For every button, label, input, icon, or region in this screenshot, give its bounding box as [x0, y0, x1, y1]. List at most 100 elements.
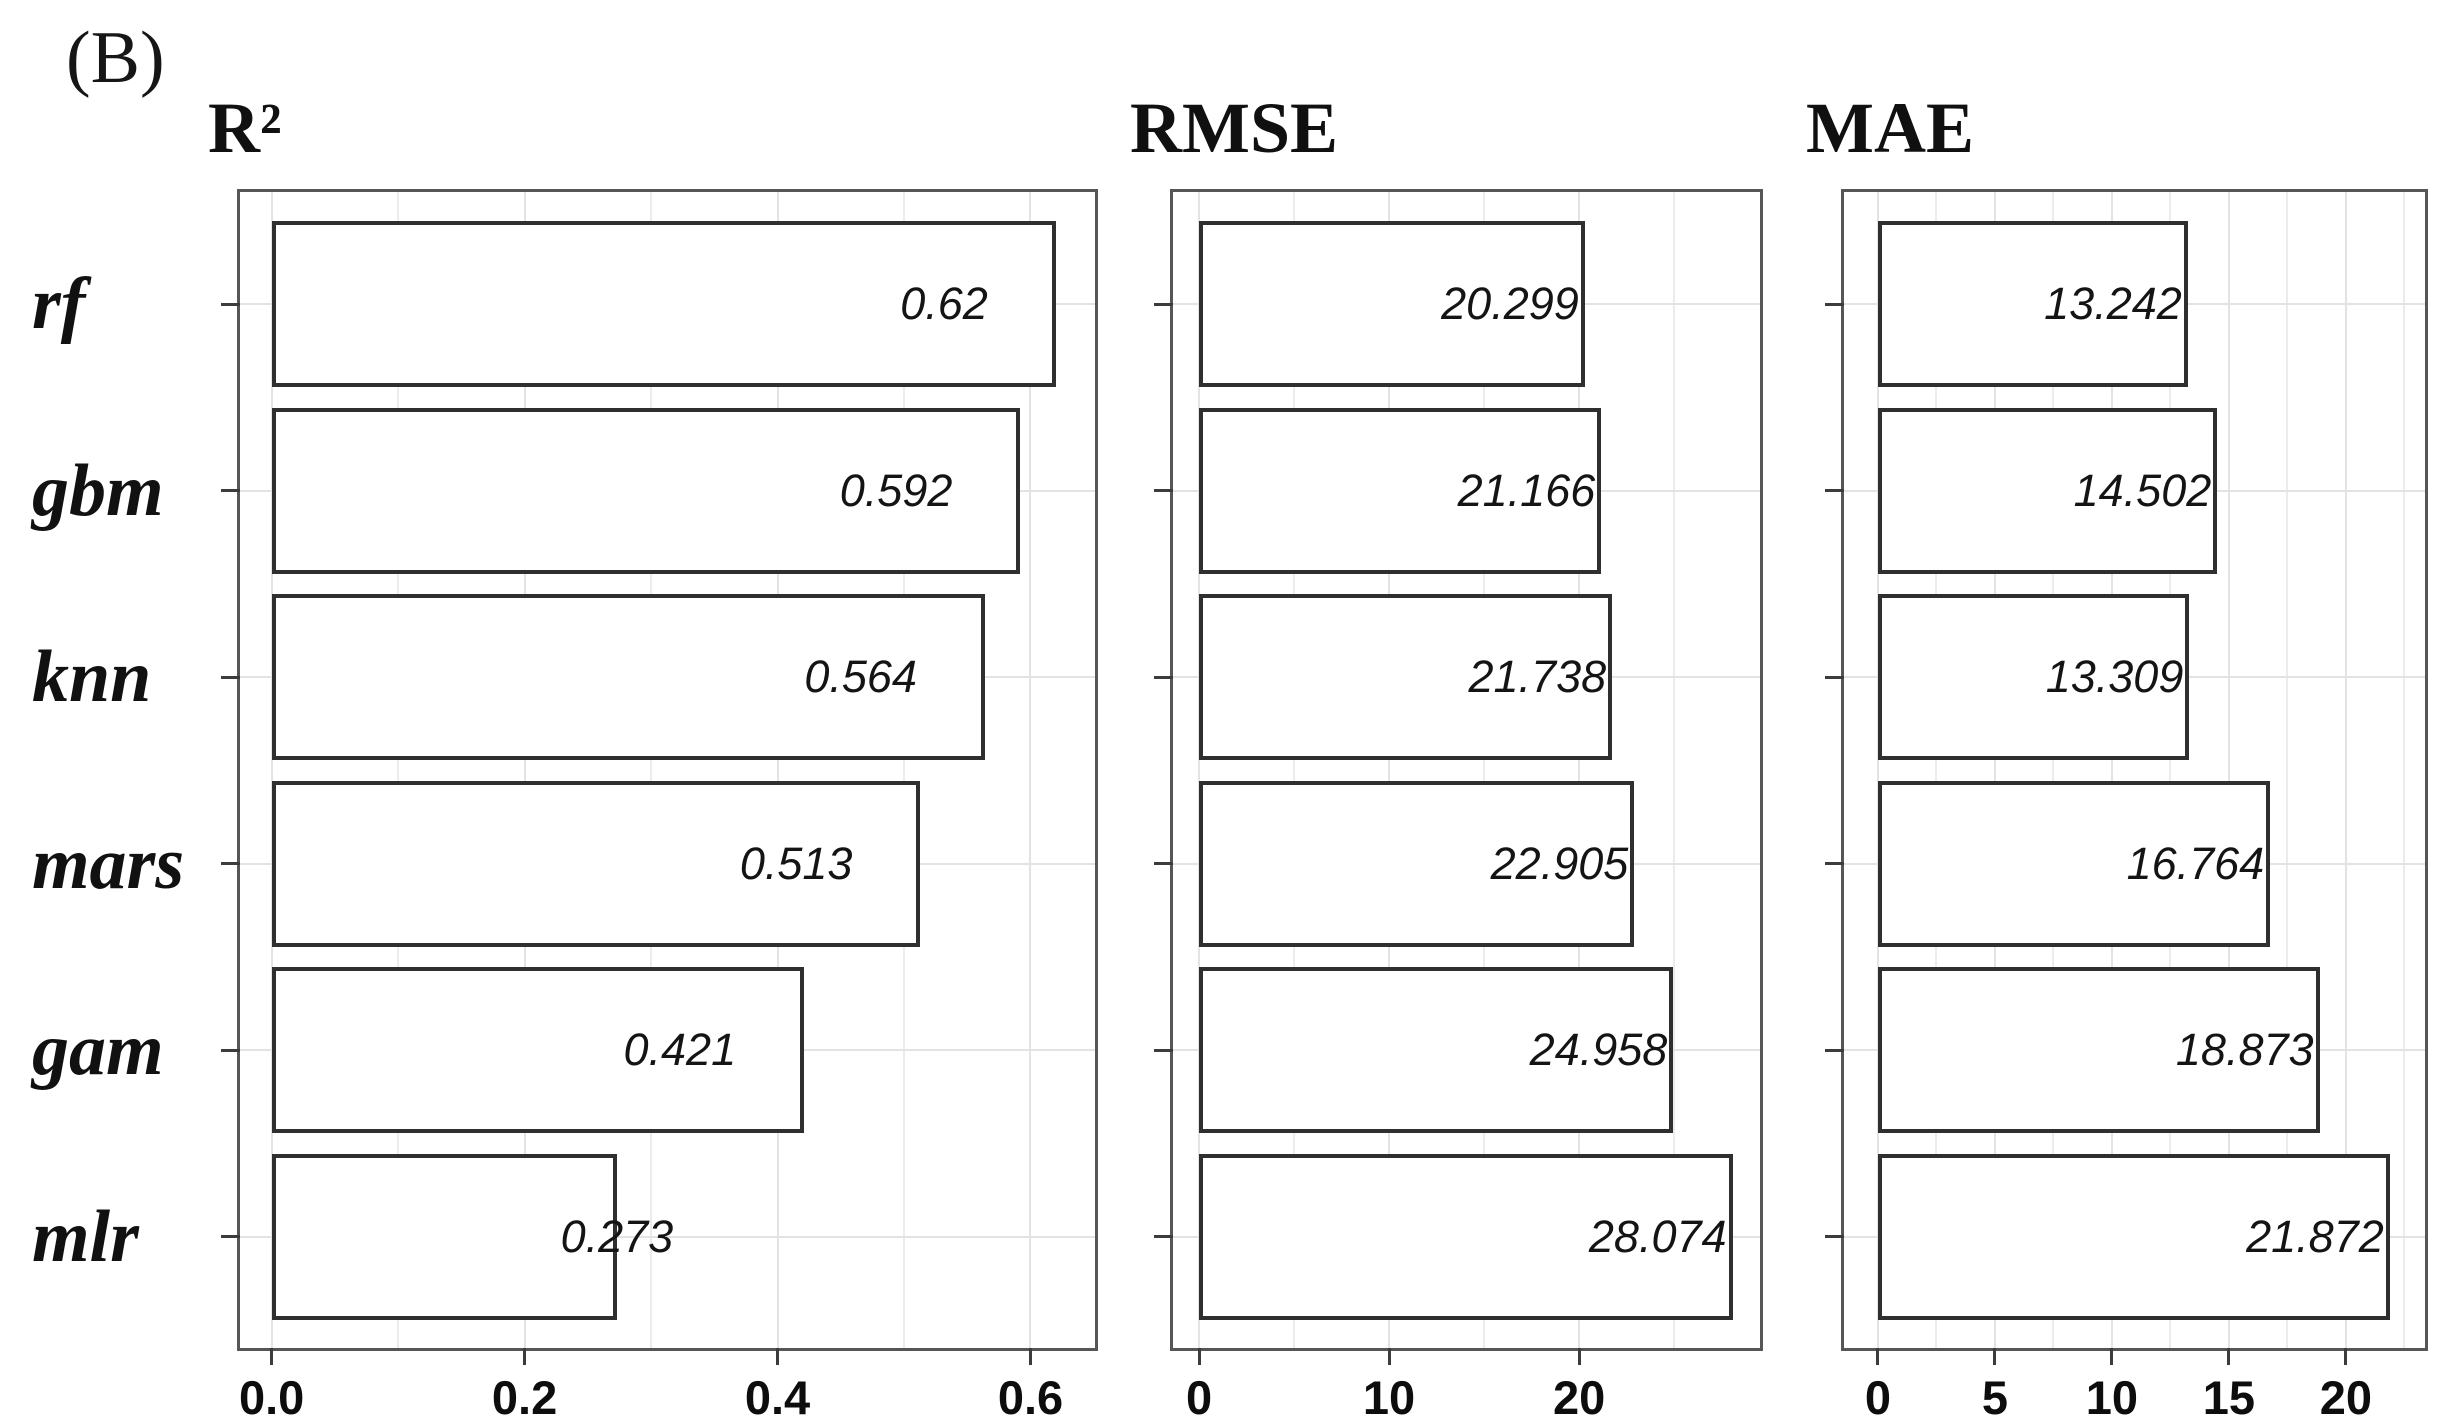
bar-value-label: 24.958: [1529, 1024, 1668, 1075]
bar-knn: [271, 594, 985, 760]
y-axis-tick: [1154, 302, 1173, 306]
gridline-vertical-minor: [2052, 192, 2055, 1348]
x-axis-tick-label: 10: [1362, 1371, 1416, 1424]
bar-value-label: 0.564: [804, 651, 917, 702]
gridline-vertical-major: [2110, 192, 2113, 1348]
x-axis-tick-label: 0: [1864, 1371, 1891, 1424]
x-axis-tick: [1577, 1348, 1581, 1365]
y-axis-tick: [1825, 302, 1844, 306]
gridline-vertical-minor: [2286, 192, 2289, 1348]
x-axis-tick: [2110, 1348, 2114, 1365]
bar-value-label: 0.592: [839, 464, 953, 516]
y-axis-tick: [221, 302, 240, 306]
bar-rf: [1877, 221, 2188, 387]
bar-value-label: 0.513: [739, 837, 853, 889]
x-axis-tick-label: 0.6: [997, 1371, 1064, 1424]
y-axis-label-mars: mars: [32, 822, 185, 905]
bar-mlr: [271, 1153, 617, 1320]
x-axis-tick-label: 5: [1981, 1371, 2008, 1424]
bar-knn: [1877, 594, 2190, 760]
x-axis-tick-label: 0.2: [491, 1371, 558, 1424]
gridline-vertical-major: [1029, 192, 1032, 1348]
bar-gam: [1877, 967, 2320, 1133]
y-axis-tick: [221, 489, 240, 492]
x-axis-tick-label: 0: [1185, 1371, 1213, 1424]
panel-MAE: 13.242 14.502 13.309 16.764 18.873 21.872 0 5 10…: [1825, 189, 2428, 1422]
bar-value-label: 16.764: [2126, 837, 2265, 889]
gridline-vertical-minor: [650, 192, 653, 1348]
bar-value-label: 0.62: [900, 278, 988, 329]
gridline-vertical-major: [776, 192, 779, 1348]
y-axis-tick: [221, 675, 240, 679]
x-axis-tick-label: 10: [2085, 1371, 2139, 1424]
y-axis-tick: [221, 1048, 240, 1052]
y-axis-label-mlr: mlr: [32, 1195, 139, 1278]
chart-title-rmse: RMSE: [1130, 88, 1339, 168]
y-axis-tick: [1154, 1048, 1173, 1052]
gridline-vertical-major: [1388, 192, 1391, 1348]
y-axis-label-knn: knn: [32, 636, 152, 718]
x-axis-tick-label: 15: [2202, 1371, 2256, 1424]
y-axis-tick: [1825, 675, 1844, 679]
bar-value-label: 21.166: [1457, 464, 1596, 516]
y-axis-label-gam: gam: [32, 1009, 164, 1091]
gridline-vertical-major: [523, 192, 526, 1348]
bar-knn: [1199, 594, 1613, 760]
bar-rf: [1199, 221, 1585, 387]
gridline-vertical-minor: [1483, 192, 1486, 1348]
bar-value-label: 20.299: [1441, 278, 1579, 329]
x-axis-tick: [2227, 1348, 2231, 1365]
bar-value-label: 21.872: [2246, 1210, 2384, 1262]
bar-rf: [271, 221, 1056, 387]
bar-gbm: [271, 407, 1021, 574]
figure-label: (B): [66, 17, 165, 99]
x-axis-tick-label: 0.4: [744, 1371, 811, 1424]
bar-value-label: 0.273: [560, 1210, 674, 1262]
gridline-vertical-major: [1578, 192, 1581, 1348]
bar-value-label: 18.873: [2175, 1024, 2314, 1075]
y-axis-tick: [1154, 675, 1173, 679]
gridline-vertical-major: [2344, 192, 2347, 1348]
gridline-vertical-minor: [1293, 192, 1296, 1348]
y-axis-tick: [1825, 1048, 1844, 1052]
y-axis-label-gbm: gbm: [32, 449, 164, 532]
gridline-vertical-minor: [1935, 192, 1938, 1348]
bar-value-label: 22.905: [1490, 837, 1629, 889]
bar-value-label: 28.074: [1588, 1210, 1727, 1262]
x-axis-tick: [2344, 1348, 2348, 1365]
gridline-vertical-minor: [1673, 192, 1676, 1348]
bar-gbm: [1199, 407, 1602, 574]
gridline-vertical-minor: [397, 192, 400, 1348]
bar-value-label: 13.242: [2044, 278, 2182, 329]
y-axis-tick: [1825, 489, 1844, 492]
x-axis-tick: [1387, 1348, 1391, 1365]
x-axis-tick: [270, 1348, 274, 1365]
bar-value-label: 13.309: [2045, 651, 2184, 702]
bar-value-label: 14.502: [2073, 464, 2212, 516]
gridline-vertical-minor: [903, 192, 906, 1348]
bar-value-label: 0.421: [623, 1024, 737, 1075]
bar-gam: [271, 967, 805, 1133]
panel-R²: 0.62 0.592 0.564 0.513 0.421 0.273 0.0 0.2 0.4 0.…: [221, 189, 1098, 1422]
x-axis-tick: [1028, 1348, 1032, 1365]
gridline-vertical-minor: [2403, 192, 2406, 1348]
gridline-vertical-major: [1876, 192, 1879, 1348]
x-axis-tick-label: 0.0: [238, 1371, 305, 1424]
bar-mlr: [1199, 1153, 1733, 1320]
bar-value-label: 21.738: [1468, 651, 1607, 702]
x-axis-tick: [523, 1348, 527, 1365]
x-axis-tick-label: 20: [2319, 1371, 2373, 1424]
x-axis-tick: [776, 1348, 780, 1365]
y-axis-tick: [221, 862, 240, 865]
x-axis-tick: [1876, 1348, 1880, 1365]
y-axis-tick: [1825, 1235, 1844, 1238]
gridline-vertical-major: [1993, 192, 1996, 1348]
y-axis-label-rf: rf: [32, 263, 86, 345]
x-axis-tick: [1993, 1348, 1997, 1365]
y-axis-tick: [1825, 862, 1844, 865]
bar-mars: [271, 780, 921, 947]
y-axis-tick: [221, 1235, 240, 1238]
gridline-horizontal: [240, 1235, 1095, 1238]
bar-mars: [1199, 780, 1635, 947]
